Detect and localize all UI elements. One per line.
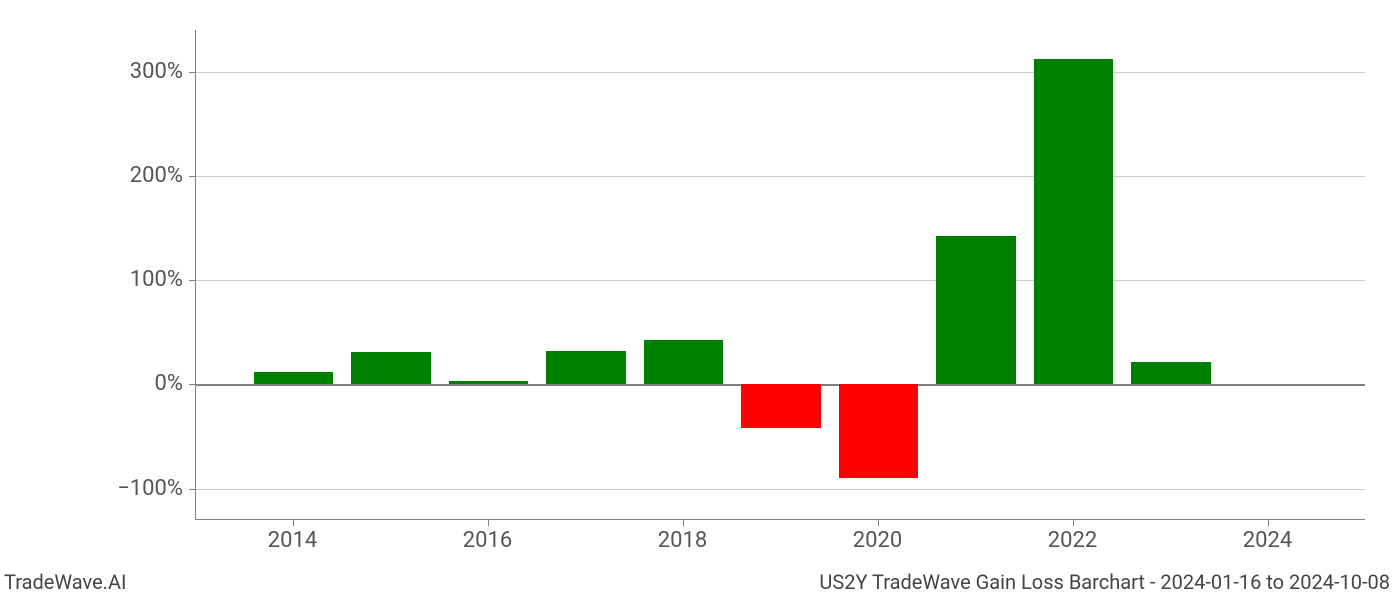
- gridline: [196, 280, 1365, 281]
- ytick-label: −100%: [117, 476, 183, 501]
- ytick-label: 200%: [130, 163, 183, 188]
- ytick-mark: [189, 280, 195, 281]
- ytick-label: 300%: [130, 59, 183, 84]
- ytick-mark: [189, 489, 195, 490]
- bar-2021: [936, 236, 1016, 384]
- ytick-mark: [189, 384, 195, 385]
- ytick-mark: [189, 72, 195, 73]
- xtick-mark: [878, 520, 879, 526]
- bar-2022: [1034, 59, 1114, 384]
- gridline: [196, 72, 1365, 73]
- gridline: [196, 176, 1365, 177]
- xtick-label: 2024: [1238, 528, 1298, 553]
- footer-right-text: US2Y TradeWave Gain Loss Barchart - 2024…: [819, 570, 1390, 594]
- bar-2019: [741, 384, 821, 428]
- xtick-label: 2022: [1043, 528, 1103, 553]
- ytick-mark: [189, 176, 195, 177]
- xtick-label: 2016: [458, 528, 518, 553]
- ytick-label: 0%: [155, 371, 183, 396]
- xtick-mark: [683, 520, 684, 526]
- xtick-mark: [293, 520, 294, 526]
- bar-2020: [839, 384, 919, 478]
- xtick-mark: [488, 520, 489, 526]
- bar-2023: [1131, 362, 1211, 385]
- footer-left-text: TradeWave.AI: [4, 570, 126, 594]
- gridline: [196, 489, 1365, 490]
- xtick-label: 2014: [263, 528, 323, 553]
- plot-area: [195, 30, 1365, 520]
- bar-2018: [644, 340, 724, 385]
- xtick-mark: [1268, 520, 1269, 526]
- bar-2016: [449, 381, 529, 384]
- bar-2014: [254, 372, 334, 385]
- chart-container: TradeWave.AI US2Y TradeWave Gain Loss Ba…: [0, 0, 1400, 600]
- ytick-label: 100%: [130, 267, 183, 292]
- bar-2015: [351, 352, 431, 384]
- xtick-label: 2018: [653, 528, 713, 553]
- xtick-label: 2020: [848, 528, 908, 553]
- xtick-mark: [1073, 520, 1074, 526]
- bar-2017: [546, 351, 626, 384]
